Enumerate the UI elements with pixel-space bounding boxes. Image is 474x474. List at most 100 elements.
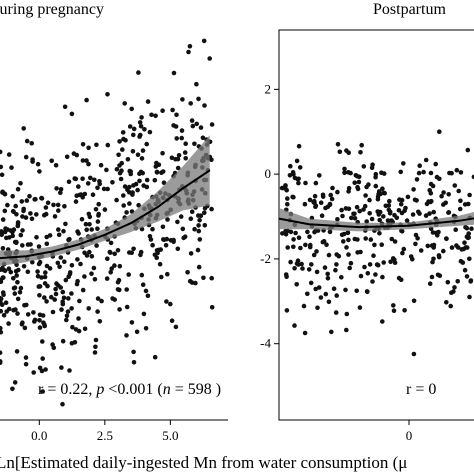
data-point	[320, 194, 326, 199]
data-point	[137, 120, 143, 125]
data-point	[59, 365, 64, 370]
data-point	[53, 286, 58, 292]
data-point	[2, 208, 8, 214]
data-point	[399, 228, 404, 234]
data-point	[31, 370, 36, 375]
data-point	[361, 164, 367, 169]
data-point	[334, 262, 339, 267]
data-point	[411, 298, 417, 304]
data-point	[55, 202, 61, 208]
data-point	[285, 245, 291, 250]
data-point	[64, 317, 69, 323]
data-point	[169, 318, 175, 324]
data-point	[1, 313, 7, 318]
data-point	[441, 248, 446, 254]
data-point	[429, 274, 435, 280]
data-point	[90, 192, 96, 197]
data-point	[367, 197, 372, 203]
pregnancy-points	[0, 38, 215, 407]
panel-postpartum: 2 0 -2 -4 0 Postpartum r = 0	[260, 1, 474, 443]
data-point	[285, 201, 290, 207]
data-point	[401, 246, 407, 252]
data-point	[196, 96, 201, 102]
data-point	[95, 185, 100, 191]
data-point	[83, 221, 89, 227]
data-point	[301, 303, 307, 309]
data-point	[446, 192, 452, 197]
data-point	[0, 275, 5, 281]
data-point	[32, 319, 37, 324]
data-point	[302, 330, 308, 336]
data-point	[326, 299, 332, 305]
data-point	[112, 297, 117, 302]
data-point	[104, 276, 110, 281]
data-point	[197, 217, 202, 223]
data-point	[87, 222, 92, 227]
data-point	[202, 103, 207, 108]
data-point	[15, 220, 21, 225]
data-point	[76, 184, 81, 189]
data-point	[0, 302, 5, 307]
x-tick-label: 0	[406, 428, 413, 443]
data-point	[464, 225, 470, 231]
data-point	[201, 275, 206, 281]
data-point	[374, 262, 380, 267]
data-point	[325, 276, 331, 281]
data-point	[69, 306, 74, 311]
data-point	[127, 184, 132, 190]
data-point	[365, 289, 370, 295]
data-point	[0, 325, 3, 331]
data-point	[86, 145, 91, 151]
data-point	[296, 235, 302, 240]
data-point	[6, 266, 12, 272]
data-point	[453, 227, 459, 232]
data-point	[464, 274, 470, 279]
data-point	[19, 199, 25, 204]
data-point	[21, 264, 27, 269]
data-point	[417, 163, 423, 168]
data-point	[135, 187, 140, 193]
data-point	[326, 252, 332, 258]
postpartum-x-ticks: 0	[406, 420, 413, 443]
data-point	[39, 368, 45, 374]
data-point	[43, 211, 49, 217]
data-point	[66, 237, 71, 243]
data-point	[29, 216, 35, 222]
data-point	[388, 259, 393, 265]
data-point	[42, 274, 48, 280]
data-point	[329, 329, 334, 335]
data-point	[183, 141, 188, 146]
data-point	[80, 176, 85, 181]
data-point	[175, 246, 181, 252]
data-point	[398, 201, 404, 207]
data-point	[96, 201, 101, 207]
data-point	[75, 257, 80, 262]
data-point	[24, 138, 30, 144]
data-point	[288, 163, 293, 169]
data-point	[354, 204, 360, 210]
data-point	[418, 248, 424, 253]
data-point	[194, 81, 199, 87]
data-point	[179, 135, 184, 141]
data-point	[145, 293, 151, 299]
pregnancy-title: During pregnancy	[0, 1, 104, 18]
data-point	[0, 329, 4, 335]
data-point	[335, 189, 340, 195]
data-point	[61, 295, 67, 301]
data-point	[179, 128, 185, 133]
data-point	[121, 203, 126, 208]
data-point	[356, 174, 362, 180]
data-point	[95, 219, 101, 224]
data-point	[341, 239, 346, 244]
data-point	[437, 129, 442, 134]
data-point	[175, 156, 181, 162]
data-point	[382, 190, 388, 196]
data-point	[141, 311, 147, 317]
data-point	[144, 141, 149, 147]
data-point	[10, 194, 15, 199]
data-point	[0, 359, 3, 364]
data-point	[115, 279, 121, 285]
data-point	[180, 226, 186, 232]
data-point	[82, 191, 88, 197]
data-point	[89, 227, 94, 232]
